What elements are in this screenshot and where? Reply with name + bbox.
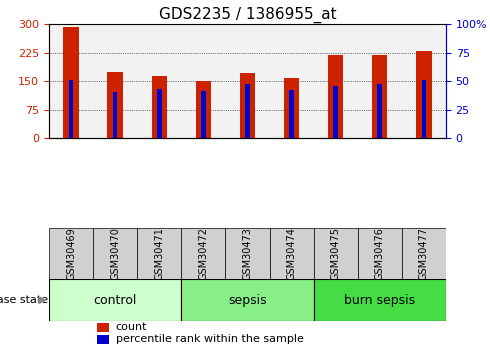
Bar [270,228,314,279]
Bar [137,228,181,279]
Bar [181,228,225,279]
Text: count: count [116,322,147,332]
Text: GSM30477: GSM30477 [419,227,429,280]
Text: GSM30471: GSM30471 [154,227,164,280]
Bar [402,228,446,279]
Bar [93,228,137,279]
Bar [372,55,388,138]
Text: control: control [94,294,137,307]
Bar [240,73,255,138]
Bar [49,228,93,279]
Text: GSM30472: GSM30472 [198,227,208,280]
Text: GSM30469: GSM30469 [66,227,76,280]
Text: disease state: disease state [0,295,48,305]
Bar [314,279,446,321]
Bar [284,78,299,138]
Text: GSM30476: GSM30476 [375,227,385,280]
Bar [245,85,250,138]
Bar [97,323,109,332]
Title: GDS2235 / 1386955_at: GDS2235 / 1386955_at [159,7,336,23]
Bar [49,279,181,321]
Bar [63,27,79,138]
Bar [157,89,162,138]
Bar [328,55,343,138]
Bar [314,228,358,279]
Bar [421,80,426,138]
Text: GSM30470: GSM30470 [110,227,120,280]
Text: GSM30473: GSM30473 [243,227,252,280]
Bar [416,51,432,138]
Bar [289,90,294,138]
Text: burn sepsis: burn sepsis [344,294,416,307]
Bar [151,76,167,138]
Text: GSM30475: GSM30475 [331,227,341,280]
Bar [377,85,382,138]
Bar [69,80,74,138]
Bar [181,279,314,321]
Bar [225,228,270,279]
Bar [358,228,402,279]
Text: GSM30474: GSM30474 [287,227,296,280]
Bar [113,92,118,138]
Bar [333,86,338,138]
Bar [107,71,123,138]
Bar [196,81,211,138]
Text: sepsis: sepsis [228,294,267,307]
Bar [201,91,206,138]
Text: percentile rank within the sample: percentile rank within the sample [116,334,303,344]
Bar [97,335,109,344]
